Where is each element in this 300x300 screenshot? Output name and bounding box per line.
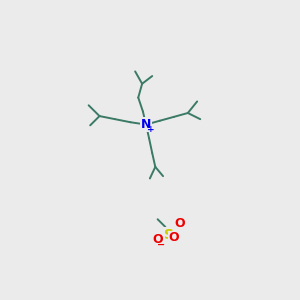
Text: N: N: [141, 118, 151, 131]
Text: +: +: [147, 125, 154, 134]
Text: O: O: [174, 218, 184, 230]
Text: S: S: [164, 228, 174, 242]
Text: O: O: [169, 231, 179, 244]
Text: −: −: [158, 240, 166, 250]
Text: O: O: [152, 233, 163, 246]
